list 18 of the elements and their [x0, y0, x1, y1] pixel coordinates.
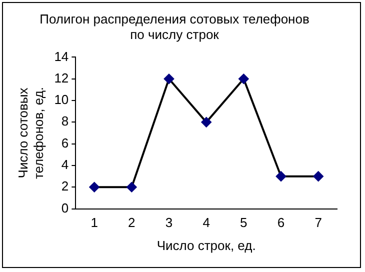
x-tick-label: 3 [165, 215, 173, 230]
y-tick-label: 4 [61, 157, 69, 172]
y-tick-label: 0 [61, 200, 69, 216]
y-tick-label: 14 [54, 48, 69, 64]
y-tick-label: 2 [61, 178, 69, 194]
x-tick-label: 1 [90, 215, 98, 230]
x-tick-label: 2 [128, 215, 136, 230]
x-axis-title: Число строк, ед. [156, 238, 256, 253]
y-tick-label: 8 [61, 114, 69, 129]
y-tick-label: 12 [54, 70, 69, 86]
y-axis-title: Число сотовых телефонов, ед. [15, 86, 46, 180]
x-tick-label: 4 [202, 215, 210, 230]
x-tick-label: 7 [314, 215, 322, 230]
chart-title: Полигон распределения сотовых телефонов по числу строк [40, 11, 310, 42]
x-tick-label: 5 [240, 215, 248, 230]
x-tick-label: 6 [277, 215, 285, 230]
y-tick-label: 10 [54, 92, 69, 108]
y-tick-label: 6 [61, 135, 69, 150]
